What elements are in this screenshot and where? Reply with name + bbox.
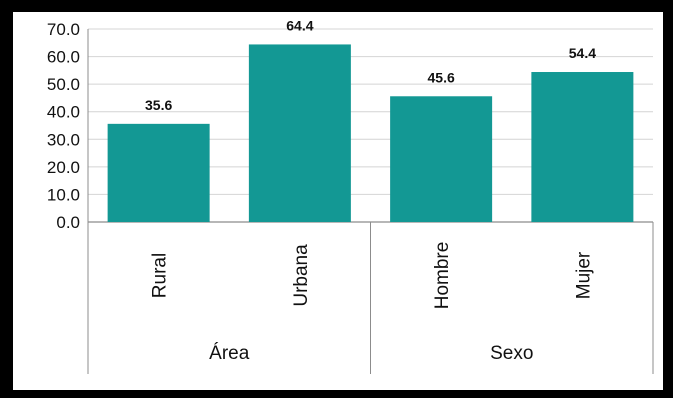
bar (107, 123, 210, 222)
bar (248, 44, 351, 222)
y-tick-label: 30.0 (47, 130, 80, 149)
y-tick-label: 20.0 (47, 158, 80, 177)
y-tick-label: 0.0 (56, 213, 80, 232)
data-label: 35.6 (145, 97, 172, 113)
category-label: Rural (150, 253, 171, 298)
y-tick-label: 40.0 (47, 103, 80, 122)
bar (531, 72, 634, 222)
y-tick-label: 50.0 (47, 75, 80, 94)
y-tick-label: 10.0 (47, 185, 80, 204)
data-label: 64.4 (286, 17, 313, 33)
y-tick-label: 70.0 (47, 20, 80, 39)
bar (390, 96, 493, 222)
group-label: Área (209, 343, 250, 364)
chart-panel: 0.0 10.0 20.0 30.0 40.0 50.0 60.0 70.0 35.6 Rural… (13, 12, 663, 390)
group-label: Sexo (490, 343, 533, 364)
bar-chart: 0.0 10.0 20.0 30.0 40.0 50.0 60.0 70.0 35.6 Rural… (47, 17, 654, 374)
y-tick-label: 60.0 (47, 48, 80, 67)
data-label: 45.6 (428, 69, 455, 85)
category-label: Mujer (573, 251, 594, 299)
category-label: Urbana (291, 244, 312, 307)
data-label: 54.4 (569, 45, 596, 61)
category-label: Hombre (432, 242, 453, 310)
